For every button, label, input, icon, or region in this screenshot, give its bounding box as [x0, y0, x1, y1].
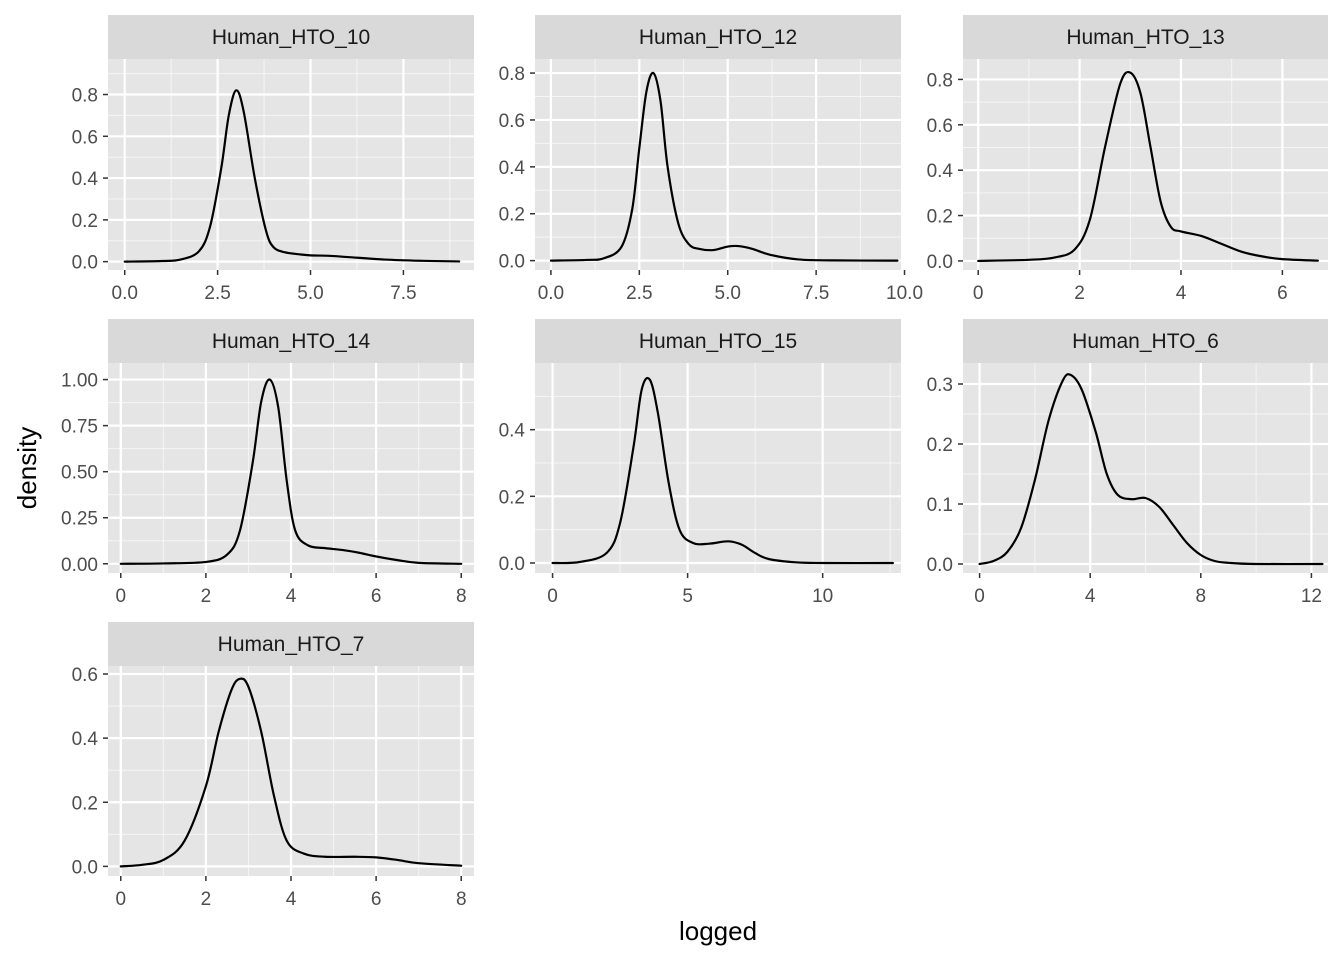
facet-title: Human_HTO_7	[218, 633, 365, 656]
x-tick-label: 12	[1301, 586, 1322, 607]
x-tick-label: 8	[456, 889, 467, 910]
y-tick-label: 0.6	[72, 665, 98, 686]
x-tick-label: 0	[547, 586, 558, 607]
y-tick-label: 0.4	[72, 169, 99, 190]
y-tick-label: 0.1	[927, 495, 953, 516]
y-tick-label: 0.0	[927, 555, 953, 576]
y-tick-label: 1.00	[61, 371, 98, 392]
density-curve	[551, 376, 894, 565]
y-tick-label: 0.8	[72, 86, 98, 107]
y-axis-title: density	[12, 427, 42, 509]
x-tick-label: 5.0	[715, 283, 741, 304]
x-tick-label: 4	[1085, 586, 1096, 607]
y-tick-label: 0.6	[72, 127, 98, 148]
facet-title: Human_HTO_15	[639, 330, 797, 353]
x-tick-label: 0	[974, 586, 985, 607]
facet-panel: Human_HTO_15 0 5 10 0.0 0.2 0.4	[499, 319, 901, 607]
x-tick-label: 10	[812, 586, 833, 607]
facet-strip	[535, 319, 901, 363]
x-tick-label: 2.5	[626, 283, 652, 304]
x-tick-label: 0	[115, 586, 126, 607]
y-tick-label: 0.0	[499, 554, 525, 575]
facet-strip	[535, 15, 901, 59]
x-tick-label: 2	[201, 586, 212, 607]
y-tick-label: 0.4	[72, 729, 99, 750]
facet-strip	[108, 15, 474, 59]
facet-panel: Human_HTO_6 0 4 8 12 0.0 0.1 0.2 0.3	[927, 319, 1328, 607]
x-tick-label: 5	[682, 586, 693, 607]
x-tick-label: 4	[286, 889, 297, 910]
x-tick-label: 2	[201, 889, 212, 910]
x-tick-label: 6	[1277, 283, 1288, 304]
density-curve	[549, 71, 899, 262]
panel-background	[963, 59, 1328, 270]
y-tick-label: 0.50	[61, 463, 98, 484]
y-tick-label: 0.4	[499, 421, 526, 442]
x-tick-label: 8	[1196, 586, 1207, 607]
y-tick-label: 0.75	[61, 417, 98, 438]
x-tick-label: 0	[115, 889, 126, 910]
facet-title: Human_HTO_14	[212, 330, 371, 353]
y-tick-label: 0.2	[72, 793, 98, 814]
facet-panel: Human_HTO_14 0 2 4 6 8 0.00 0.25 0.50 0.75 1.00	[61, 319, 474, 607]
facet-panel: Human_HTO_13 0 2 4 6 0.0 0.2 0.4 0.6 0.8	[927, 15, 1328, 304]
x-tick-label: 0	[973, 283, 984, 304]
facet-title: Human_HTO_12	[639, 26, 797, 49]
density-curve	[119, 378, 463, 565]
x-tick-label: 0.0	[112, 283, 138, 304]
y-tick-label: 0.2	[927, 435, 953, 456]
y-tick-label: 0.8	[927, 70, 953, 91]
facet-panel: Human_HTO_12 0.0 2.5 5.0 7.5 10.0 0.0 0.2 0.4 0.6…	[499, 15, 923, 304]
facet-title: Human_HTO_10	[212, 26, 370, 49]
y-tick-label: 0.2	[499, 487, 525, 508]
density-curve	[977, 70, 1319, 263]
panel-background	[535, 59, 901, 270]
facet-strip	[108, 319, 474, 363]
y-tick-label: 0.0	[927, 252, 953, 273]
facet-title: Human_HTO_6	[1072, 330, 1219, 353]
x-tick-label: 7.5	[390, 283, 416, 304]
x-tick-label: 6	[371, 889, 382, 910]
facet-strip	[963, 319, 1328, 363]
y-tick-label: 0.2	[72, 211, 98, 232]
x-tick-label: 6	[371, 586, 382, 607]
density-curve	[123, 89, 461, 263]
x-tick-label: 4	[1176, 283, 1187, 304]
x-tick-label: 2	[1074, 283, 1085, 304]
x-tick-label: 4	[286, 586, 297, 607]
x-tick-label: 2.5	[204, 283, 230, 304]
density-curve	[119, 677, 463, 868]
panel-background	[108, 59, 474, 270]
y-tick-label: 0.2	[499, 205, 525, 226]
y-tick-label: 0.0	[72, 857, 98, 878]
y-tick-label: 0.2	[927, 207, 953, 228]
x-tick-label: 10.0	[886, 283, 923, 304]
y-tick-label: 0.0	[499, 252, 525, 273]
y-tick-label: 0.0	[72, 253, 98, 274]
y-tick-label: 0.8	[499, 64, 525, 85]
y-tick-label: 0.00	[61, 555, 98, 576]
y-tick-label: 0.6	[927, 116, 953, 137]
x-tick-label: 7.5	[803, 283, 829, 304]
facet-panel: Human_HTO_7 0 2 4 6 8 0.0 0.2 0.4 0.6	[72, 622, 474, 910]
facet-title: Human_HTO_13	[1066, 26, 1224, 49]
density-curve	[978, 373, 1324, 566]
x-tick-label: 5.0	[297, 283, 323, 304]
x-tick-label: 0.0	[538, 283, 564, 304]
facet-panels: Human_HTO_100.0 2.5 5.0 7.50.00.20.40.60.8H…	[61, 15, 1328, 910]
x-axis-title: logged	[679, 916, 757, 946]
y-tick-label: 0.4	[927, 161, 954, 182]
facet-strip	[963, 15, 1328, 59]
facet-panel: Human_HTO_10 0.0 2.5 5.0 7.5 0.0 0.2 0.4 0.6 0.8	[72, 15, 474, 304]
facet-strip	[108, 622, 474, 666]
y-tick-label: 0.4	[499, 158, 526, 179]
panel-background	[535, 363, 901, 573]
y-tick-label: 0.6	[499, 111, 525, 132]
y-tick-label: 0.25	[61, 509, 98, 530]
y-tick-label: 0.3	[927, 375, 953, 396]
x-tick-label: 8	[456, 586, 467, 607]
